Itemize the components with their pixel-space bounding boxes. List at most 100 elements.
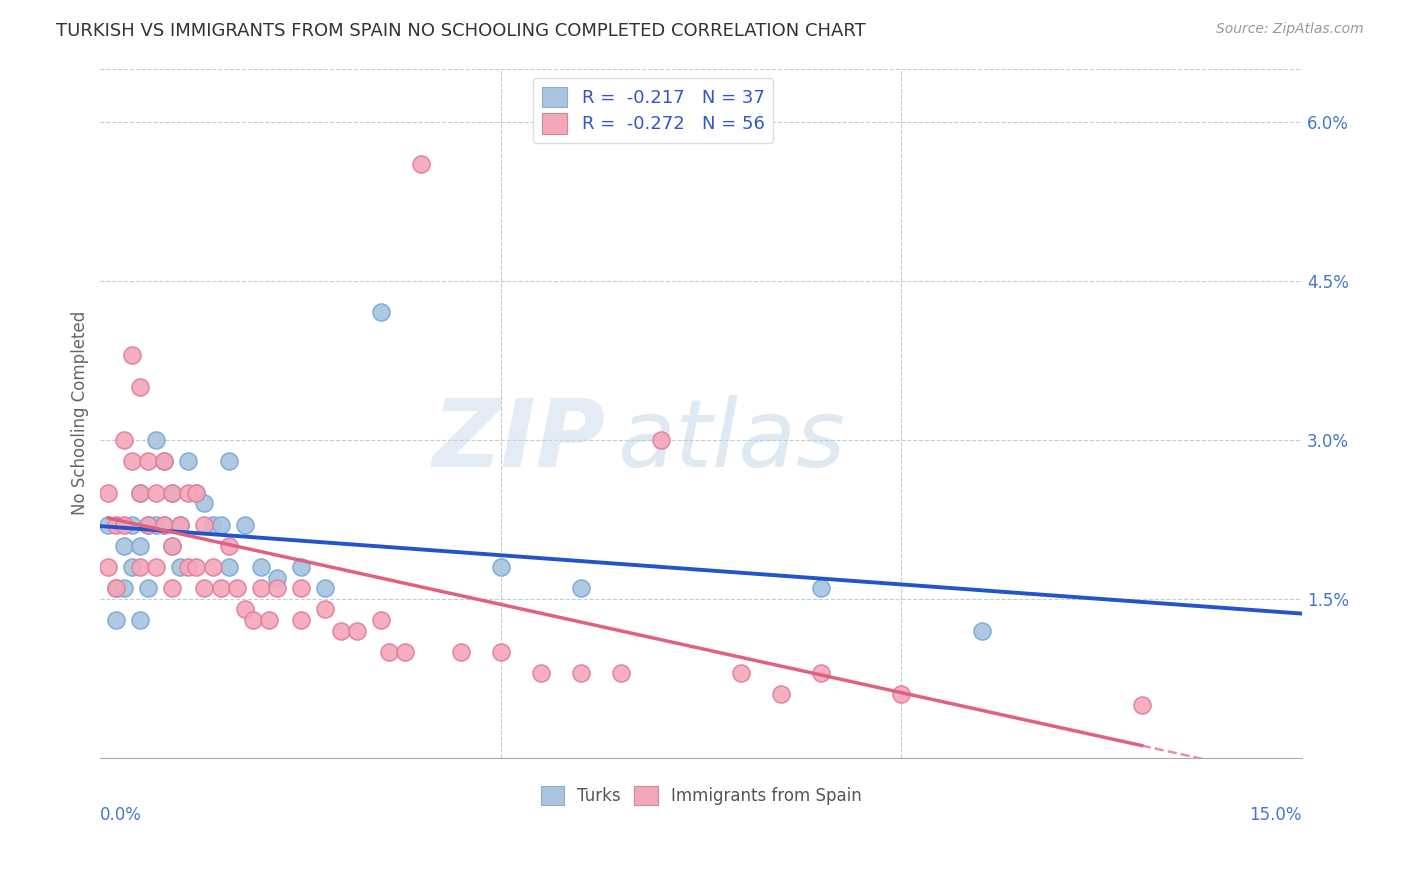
Point — [266, 571, 288, 585]
Point — [97, 485, 120, 500]
Point — [138, 517, 160, 532]
Point — [249, 560, 271, 574]
Point — [129, 485, 152, 500]
Point — [329, 624, 352, 638]
Point — [121, 348, 143, 362]
Point — [129, 380, 152, 394]
Point — [186, 485, 208, 500]
Point — [97, 517, 120, 532]
Point — [193, 581, 215, 595]
Point — [162, 539, 184, 553]
Point — [105, 613, 128, 627]
Point — [233, 602, 256, 616]
Point — [193, 517, 215, 532]
Point — [112, 539, 135, 553]
Point — [121, 517, 143, 532]
Point — [370, 613, 392, 627]
Point — [121, 560, 143, 574]
Point — [810, 581, 832, 595]
Point — [569, 581, 592, 595]
Point — [970, 624, 993, 638]
Point — [129, 485, 152, 500]
Point — [290, 613, 312, 627]
Point — [201, 517, 224, 532]
Point — [218, 560, 240, 574]
Point — [770, 687, 793, 701]
Point — [242, 613, 264, 627]
Point — [530, 666, 553, 681]
Text: ZIP: ZIP — [432, 395, 605, 487]
Point — [314, 581, 336, 595]
Point — [450, 645, 472, 659]
Point — [162, 581, 184, 595]
Point — [249, 581, 271, 595]
Point — [489, 645, 512, 659]
Point — [162, 485, 184, 500]
Point — [218, 539, 240, 553]
Point — [394, 645, 416, 659]
Point — [266, 581, 288, 595]
Point — [569, 666, 592, 681]
Point — [153, 454, 176, 468]
Point — [129, 560, 152, 574]
Point — [112, 581, 135, 595]
Point — [138, 581, 160, 595]
Point — [225, 581, 247, 595]
Point — [138, 454, 160, 468]
Point — [890, 687, 912, 701]
Point — [218, 454, 240, 468]
Point — [169, 517, 191, 532]
Point — [233, 517, 256, 532]
Point — [162, 485, 184, 500]
Point — [105, 517, 128, 532]
Point — [177, 485, 200, 500]
Point — [1130, 698, 1153, 712]
Text: TURKISH VS IMMIGRANTS FROM SPAIN NO SCHOOLING COMPLETED CORRELATION CHART: TURKISH VS IMMIGRANTS FROM SPAIN NO SCHO… — [56, 22, 866, 40]
Point — [145, 485, 167, 500]
Point — [97, 560, 120, 574]
Point — [489, 560, 512, 574]
Point — [186, 560, 208, 574]
Point — [810, 666, 832, 681]
Point — [193, 496, 215, 510]
Point — [129, 613, 152, 627]
Point — [409, 157, 432, 171]
Point — [153, 517, 176, 532]
Point — [153, 454, 176, 468]
Point — [177, 560, 200, 574]
Point — [290, 581, 312, 595]
Point — [346, 624, 368, 638]
Legend: Turks, Immigrants from Spain: Turks, Immigrants from Spain — [534, 779, 869, 812]
Point — [730, 666, 752, 681]
Point — [610, 666, 633, 681]
Point — [377, 645, 399, 659]
Y-axis label: No Schooling Completed: No Schooling Completed — [72, 311, 89, 516]
Text: 0.0%: 0.0% — [100, 805, 142, 823]
Text: Source: ZipAtlas.com: Source: ZipAtlas.com — [1216, 22, 1364, 37]
Point — [209, 517, 232, 532]
Point — [112, 433, 135, 447]
Point — [145, 517, 167, 532]
Point — [145, 560, 167, 574]
Point — [201, 560, 224, 574]
Point — [169, 517, 191, 532]
Text: atlas: atlas — [617, 395, 845, 486]
Point — [145, 433, 167, 447]
Point — [209, 581, 232, 595]
Point — [257, 613, 280, 627]
Point — [186, 485, 208, 500]
Point — [129, 539, 152, 553]
Text: 15.0%: 15.0% — [1250, 805, 1302, 823]
Point — [105, 581, 128, 595]
Point — [138, 517, 160, 532]
Point — [105, 581, 128, 595]
Point — [177, 454, 200, 468]
Point — [162, 539, 184, 553]
Point — [314, 602, 336, 616]
Point — [169, 560, 191, 574]
Point — [112, 517, 135, 532]
Point — [290, 560, 312, 574]
Point — [153, 517, 176, 532]
Point — [121, 454, 143, 468]
Point — [650, 433, 672, 447]
